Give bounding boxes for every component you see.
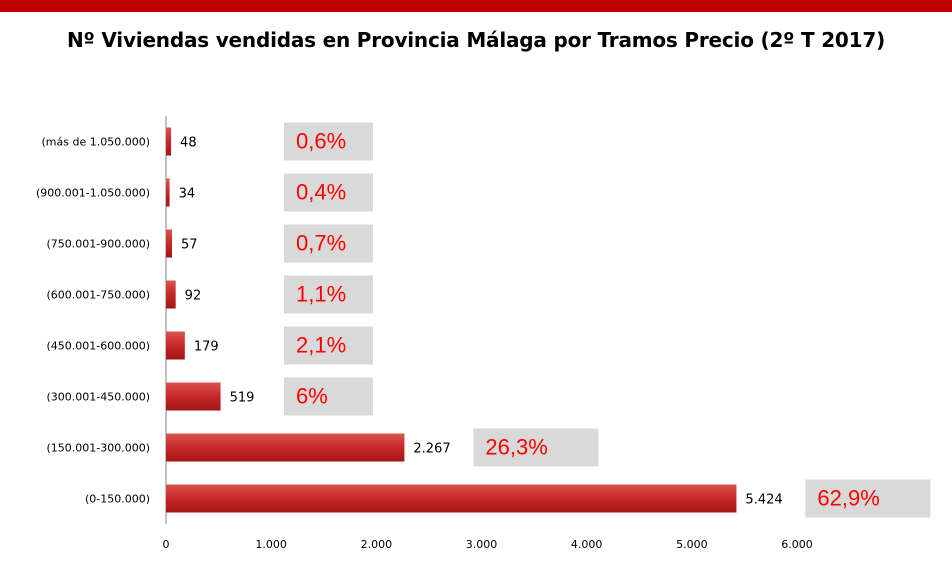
- x-tick-label: 3.000: [466, 538, 498, 551]
- value-label: 92: [185, 289, 202, 304]
- value-label: 34: [179, 187, 196, 202]
- top-accent-bar: [0, 0, 952, 12]
- value-label: 5.424: [745, 493, 782, 508]
- x-tick-label: 6.000: [781, 538, 813, 551]
- percent-label: 1,1%: [296, 282, 346, 307]
- value-label: 2.267: [413, 442, 450, 457]
- percent-label: 62,9%: [817, 486, 879, 511]
- category-label: (150.001-300.000): [46, 442, 150, 455]
- value-label: 57: [181, 238, 198, 253]
- percent-box: [284, 275, 373, 314]
- x-tick-label: 2.000: [361, 538, 393, 551]
- percent-box: [284, 122, 373, 161]
- x-tick-label: 0: [163, 538, 170, 551]
- bar: [166, 229, 172, 258]
- percent-label: 6%: [296, 384, 328, 409]
- x-tick-label: 5.000: [676, 538, 708, 551]
- bar: [166, 484, 737, 513]
- percent-label: 0,4%: [296, 180, 346, 205]
- category-label: (600.001-750.000): [46, 289, 150, 302]
- percent-box: [284, 173, 373, 212]
- value-label: 519: [230, 391, 255, 406]
- bar: [166, 127, 172, 156]
- x-tick-label: 4.000: [571, 538, 603, 551]
- percent-box: [284, 224, 373, 263]
- percent-box: [473, 428, 599, 467]
- percent-label: 0,7%: [296, 231, 346, 256]
- bar: [166, 382, 221, 411]
- value-label: 179: [194, 340, 219, 355]
- category-label: (0-150.000): [85, 493, 150, 506]
- category-label: (más de 1.050.000): [42, 136, 151, 149]
- bar: [166, 331, 185, 360]
- value-label: 48: [180, 136, 197, 151]
- percent-box: [805, 479, 931, 518]
- category-label: (300.001-450.000): [46, 391, 150, 404]
- percent-label: 26,3%: [485, 435, 547, 460]
- bar: [166, 280, 176, 309]
- percent-box: [284, 326, 373, 365]
- x-tick-label: 1.000: [255, 538, 287, 551]
- category-label: (450.001-600.000): [46, 340, 150, 353]
- category-label: (900.001-1.050.000): [36, 187, 150, 200]
- bar: [166, 178, 170, 207]
- chart-title: Nº Viviendas vendidas en Provincia Málag…: [66, 28, 886, 52]
- category-label: (750.001-900.000): [46, 238, 150, 251]
- bar: [166, 433, 405, 462]
- percent-label: 2,1%: [296, 333, 346, 358]
- percent-box: [284, 377, 373, 416]
- percent-label: 0,6%: [296, 129, 346, 154]
